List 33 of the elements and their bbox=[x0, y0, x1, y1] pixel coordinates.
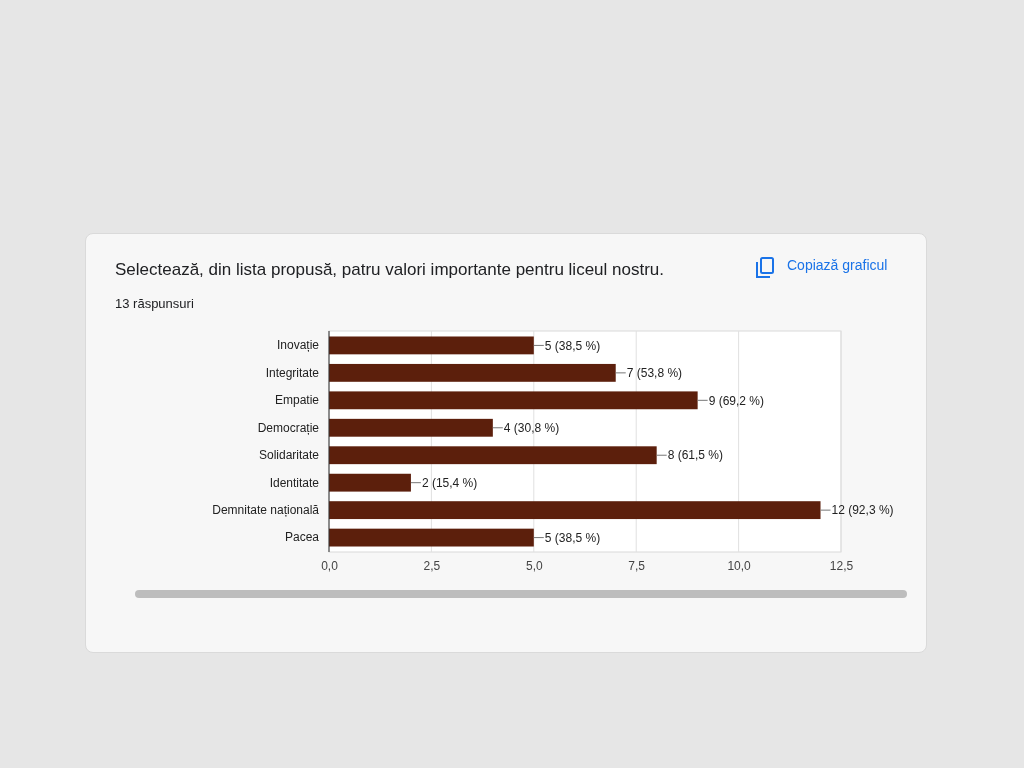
y-tick-label: Empatie bbox=[274, 393, 320, 408]
data-label: 9 (69,2 %) bbox=[708, 393, 764, 408]
data-label: 5 (38,5 %) bbox=[544, 530, 601, 545]
bar bbox=[329, 418, 493, 437]
chart-title: Selectează, din lista propusă, patru valori importante pentru liceul nostru. bbox=[115, 260, 665, 279]
bar bbox=[329, 336, 534, 355]
data-label: 12 (92,3 %) bbox=[831, 503, 894, 518]
bar bbox=[329, 363, 616, 382]
y-tick-label: Democrație bbox=[257, 420, 320, 435]
x-tick-label: 10,0 bbox=[727, 558, 752, 573]
x-tick-label: 2,5 bbox=[423, 558, 441, 573]
x-tick-label: 5,0 bbox=[525, 558, 543, 573]
data-label: 2 (15,4 %) bbox=[421, 475, 478, 490]
y-tick-label: Demnitate națională bbox=[212, 502, 320, 517]
y-tick-label: Pacea bbox=[284, 530, 320, 545]
text: 13 răspunsuri bbox=[115, 296, 194, 311]
text: Copiază graficul bbox=[787, 257, 888, 273]
data-label: 7 (53,8 %) bbox=[626, 366, 683, 381]
bar bbox=[329, 501, 821, 520]
bar bbox=[329, 446, 657, 465]
data-label: 4 (30,8 %) bbox=[503, 420, 560, 435]
y-tick-label: Integritate bbox=[265, 365, 320, 380]
y-tick-label: Solidaritate bbox=[258, 448, 320, 463]
x-tick-label: 12,5 bbox=[829, 558, 854, 573]
bar bbox=[329, 473, 411, 492]
data-label: 8 (61,5 %) bbox=[667, 448, 724, 463]
y-tick-label: Inovație bbox=[276, 338, 320, 353]
y-tick-label: Identitate bbox=[269, 475, 320, 490]
bar bbox=[329, 528, 534, 547]
bar bbox=[329, 391, 698, 410]
x-tick-label: 0,0 bbox=[321, 558, 339, 573]
x-tick-label: 7,5 bbox=[628, 558, 646, 573]
data-label: 5 (38,5 %) bbox=[544, 338, 601, 353]
